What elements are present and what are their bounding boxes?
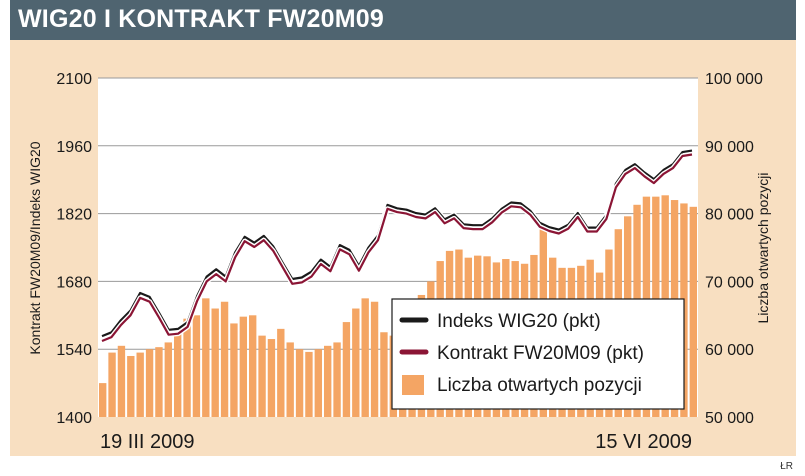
legend-wig20-label: Indeks WIG20 (pkt)	[437, 311, 601, 332]
bar-open-positions	[352, 308, 360, 417]
bar-open-positions	[220, 301, 229, 417]
x-label-start: 19 III 2009	[100, 431, 195, 453]
bar-open-positions	[239, 316, 247, 417]
bar-open-positions	[333, 342, 341, 417]
bar-open-positions	[164, 342, 172, 417]
y-axis-label-right: Liczba otwartych pozycji	[755, 173, 771, 324]
bar-open-positions	[155, 347, 163, 417]
credit-label: ŁR	[780, 461, 793, 472]
bar-open-positions	[342, 322, 351, 417]
bar-open-positions	[689, 206, 697, 417]
bar-open-positions	[361, 298, 369, 417]
legend-bars-label: Liczba otwartych pozycji	[437, 375, 642, 396]
y-tick-right: 100 000	[705, 71, 763, 88]
bar-open-positions	[277, 328, 285, 417]
y-tick-left: 1960	[56, 139, 92, 156]
bar-open-positions	[99, 383, 107, 417]
bar-open-positions	[183, 318, 191, 417]
legend-contract-label: Kontrakt FW20M09 (pkt)	[437, 343, 644, 364]
bar-open-positions	[174, 328, 182, 417]
y-tick-right: 80 000	[705, 207, 754, 224]
y-axis-label-left: Kontrakt FW20M09/Indeks WIG20	[27, 141, 43, 354]
bar-open-positions	[127, 355, 135, 417]
y-tick-right: 60 000	[705, 342, 754, 359]
bar-open-positions	[305, 351, 313, 417]
y-tick-right: 70 000	[705, 274, 754, 291]
bar-open-positions	[192, 315, 201, 417]
bar-open-positions	[230, 323, 238, 417]
bar-open-positions	[314, 349, 322, 417]
y-tick-left: 1540	[56, 342, 92, 359]
line-fw20m09-contract	[101, 153, 693, 343]
bar-open-positions	[211, 308, 219, 417]
header-bar: WIG20 I KONTRAKT FW20M09	[10, 0, 796, 40]
y-tick-right: 90 000	[705, 139, 754, 156]
bar-open-positions	[249, 315, 257, 417]
bar-open-positions	[370, 301, 379, 417]
bar-open-positions	[324, 345, 332, 417]
bar-open-positions	[117, 345, 126, 417]
bar-open-positions	[108, 352, 116, 417]
bar-open-positions	[258, 335, 266, 417]
legend-box	[391, 298, 685, 410]
bar-open-positions	[136, 352, 144, 417]
y-tick-right: 50 000	[705, 410, 754, 427]
y-tick-left: 1680	[56, 274, 92, 291]
bar-open-positions	[145, 349, 154, 417]
y-tick-left: 2100	[56, 71, 92, 88]
bar-open-positions	[295, 349, 304, 417]
x-label-end: 15 VI 2009	[595, 431, 692, 453]
legend: Indeks WIG20 (pkt) Kontrakt FW20M09 (pkt…	[391, 298, 685, 410]
bar-open-positions	[267, 339, 276, 417]
legend-bars-swatch	[402, 375, 424, 395]
y-tick-left: 1400	[56, 410, 92, 427]
bar-open-positions	[286, 342, 294, 417]
y-tick-left: 1820	[56, 207, 92, 224]
bar-open-positions	[202, 298, 210, 417]
chart-title: WIG20 I KONTRAKT FW20M09	[18, 5, 384, 33]
bar-open-positions	[380, 332, 388, 417]
